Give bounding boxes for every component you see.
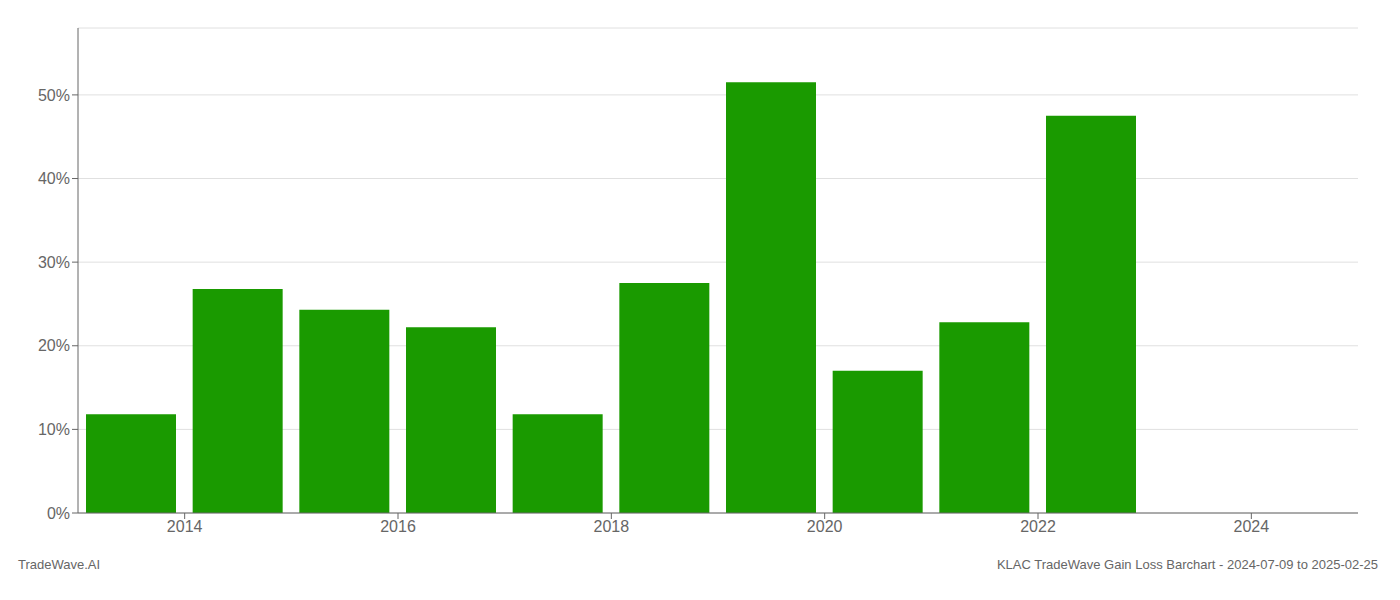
svg-text:20%: 20% <box>38 337 70 354</box>
svg-text:50%: 50% <box>38 87 70 104</box>
html-text:TradeWave.AI: TradeWave.AI <box>18 557 101 572</box>
svg-text:40%: 40% <box>38 170 70 187</box>
svg-text:30%: 30% <box>38 254 70 271</box>
svg-text:0%: 0% <box>47 505 70 522</box>
svg-text:2018: 2018 <box>594 518 630 535</box>
svg-text:2014: 2014 <box>167 518 203 535</box>
svg-text:2024: 2024 <box>1234 518 1270 535</box>
svg-text:2020: 2020 <box>807 518 843 535</box>
svg-text:2016: 2016 <box>380 518 416 535</box>
html-text:KLAC TradeWave Gain Loss Barch: KLAC TradeWave Gain Loss Barchart - 2024… <box>996 557 1378 572</box>
svg-text:10%: 10% <box>38 421 70 438</box>
svg-text:2022: 2022 <box>1020 518 1056 535</box>
